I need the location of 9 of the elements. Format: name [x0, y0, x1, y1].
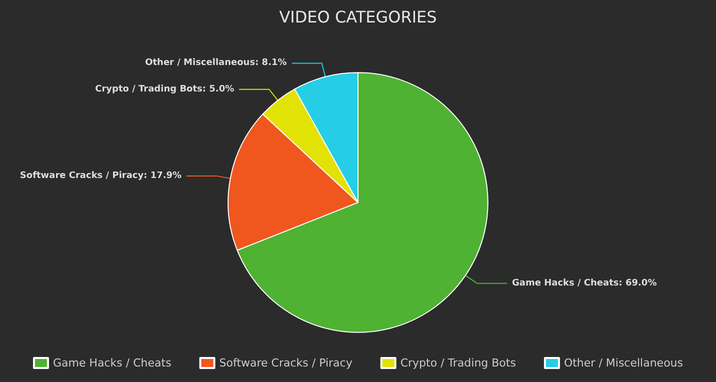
legend-label: Crypto / Trading Bots — [400, 356, 516, 370]
data-label: Crypto / Trading Bots: 5.0% — [95, 84, 234, 94]
data-label: Other / Miscellaneous: 8.1% — [145, 58, 287, 68]
data-label: Software Cracks / Piracy: 17.9% — [20, 170, 182, 181]
legend-label: Other / Miscellaneous — [564, 356, 684, 370]
legend-label: Game Hacks / Cheats — [52, 356, 172, 370]
chart-title: VIDEO CATEGORIES — [279, 8, 437, 26]
data-label: Game Hacks / Cheats: 69.0% — [512, 278, 657, 288]
legend-label: Software Cracks / Piracy — [219, 356, 353, 370]
